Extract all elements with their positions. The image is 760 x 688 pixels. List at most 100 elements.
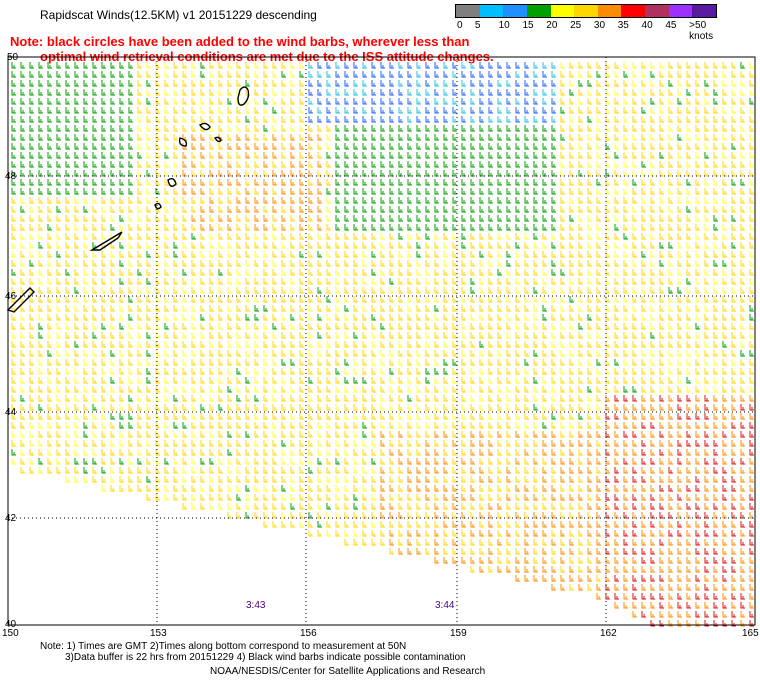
wind-barb [308, 386, 313, 393]
wind-barb [443, 80, 448, 87]
wind-barb [146, 332, 151, 339]
wind-barb [749, 215, 754, 222]
wind-barb [713, 539, 718, 546]
wind-barb [497, 224, 502, 231]
wind-barb [677, 485, 682, 492]
wind-barb [38, 170, 43, 177]
wind-barb [371, 332, 376, 339]
wind-barb [290, 134, 295, 141]
wind-barb [29, 305, 34, 312]
wind-barb [155, 188, 160, 195]
wind-barb [497, 260, 502, 267]
wind-barb [83, 458, 88, 465]
wind-barb [461, 332, 466, 339]
wind-barb [236, 71, 241, 78]
wind-barb [515, 404, 520, 411]
wind-barb [443, 296, 448, 303]
wind-barb [74, 341, 79, 348]
wind-barb [623, 512, 628, 519]
wind-barb [119, 116, 124, 123]
wind-barb [434, 197, 439, 204]
wind-barb [596, 332, 601, 339]
wind-barb [515, 296, 520, 303]
wind-barb [200, 314, 205, 321]
wind-barb [497, 89, 502, 96]
wind-barb [659, 440, 664, 447]
wind-barb [47, 80, 52, 87]
wind-barb [155, 71, 160, 78]
wind-barb [605, 458, 610, 465]
wind-barb [173, 215, 178, 222]
wind-barb [38, 251, 43, 258]
wind-barb [551, 89, 556, 96]
wind-barb [344, 197, 349, 204]
wind-barb [749, 80, 754, 87]
wind-barb [686, 584, 691, 591]
wind-barb [65, 377, 70, 384]
wind-barb [137, 80, 142, 87]
wind-barb [182, 206, 187, 213]
wind-barb [506, 413, 511, 420]
wind-barb [434, 260, 439, 267]
wind-barb [596, 359, 601, 366]
wind-barb [272, 323, 277, 330]
wind-barb [470, 368, 475, 375]
wind-barb [416, 80, 421, 87]
wind-barb [587, 170, 592, 177]
wind-barb [569, 332, 574, 339]
wind-barb [515, 107, 520, 114]
wind-barb [488, 503, 493, 510]
wind-barb [281, 125, 286, 132]
wind-barb [164, 260, 169, 267]
wind-barb [578, 557, 583, 564]
wind-barb [524, 206, 529, 213]
wind-barb [488, 485, 493, 492]
wind-barb [155, 395, 160, 402]
wind-barb [38, 323, 43, 330]
wind-barb [731, 62, 736, 69]
wind-barb [335, 98, 340, 105]
wind-barb [218, 341, 223, 348]
wind-barb [92, 71, 97, 78]
wind-barb [308, 395, 313, 402]
wind-barb [209, 224, 214, 231]
wind-barb [128, 278, 133, 285]
wind-barb [29, 323, 34, 330]
wind-barb [695, 251, 700, 258]
wind-barb [83, 71, 88, 78]
wind-barb [281, 476, 286, 483]
wind-barb [425, 296, 430, 303]
wind-barb [461, 107, 466, 114]
wind-barb [128, 260, 133, 267]
wind-barb [353, 224, 358, 231]
wind-barb [227, 449, 232, 456]
wind-barb [668, 134, 673, 141]
wind-barb [281, 458, 286, 465]
wind-barb [515, 494, 520, 501]
wind-barb [506, 224, 511, 231]
wind-barb [542, 80, 547, 87]
wind-barb [479, 287, 484, 294]
wind-barb [38, 422, 43, 429]
wind-barb [371, 530, 376, 537]
wind-barb [182, 296, 187, 303]
wind-barb [677, 197, 682, 204]
wind-barb [605, 530, 610, 537]
wind-barb [596, 242, 601, 249]
wind-barb [38, 116, 43, 123]
wind-barb [173, 170, 178, 177]
wind-barb [101, 260, 106, 267]
wind-barb [11, 314, 16, 321]
wind-barb [632, 332, 637, 339]
wind-barb [650, 98, 655, 105]
wind-barb [74, 89, 79, 96]
wind-barb [173, 89, 178, 96]
wind-barb [38, 143, 43, 150]
wind-barb [632, 305, 637, 312]
wind-barb [452, 62, 457, 69]
wind-barb [641, 593, 646, 600]
wind-barb [47, 386, 52, 393]
wind-barb [515, 440, 520, 447]
wind-barb [605, 413, 610, 420]
wind-barb [146, 368, 151, 375]
